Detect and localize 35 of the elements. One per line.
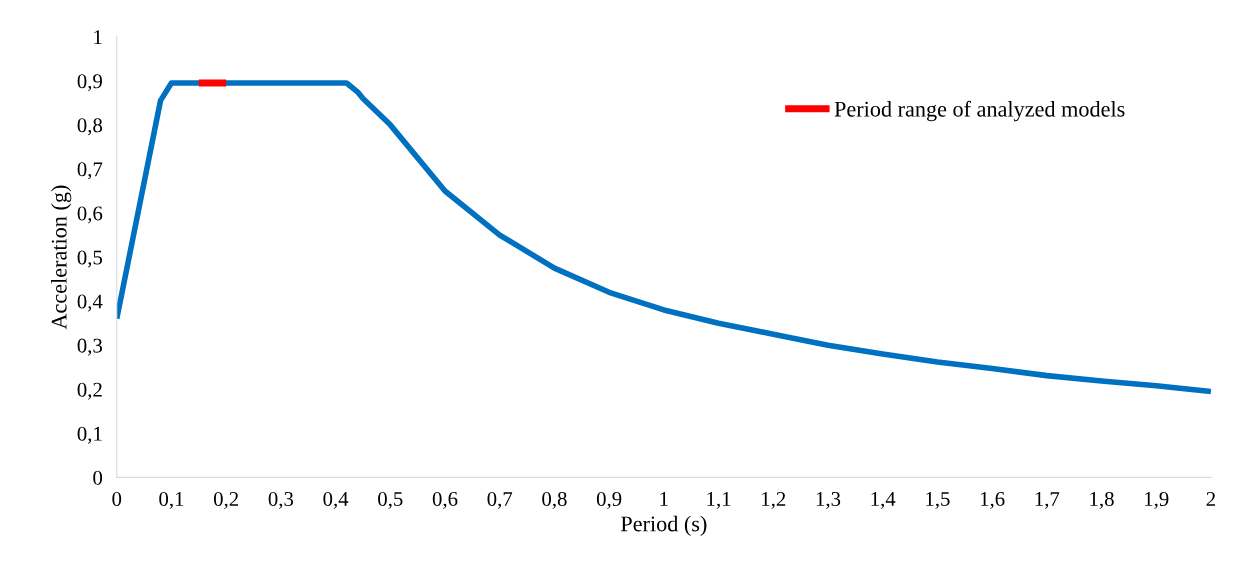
x-tick-label: 0,3 xyxy=(268,491,294,509)
y-tick-label: 0,8 xyxy=(77,118,103,136)
x-tick-label: 0,8 xyxy=(542,491,567,509)
x-tick-label: 1,4 xyxy=(871,492,896,509)
y-tick-label: 0,3 xyxy=(77,338,103,356)
x-tick-label: 0,1 xyxy=(159,491,184,509)
y-tick-label: 0 xyxy=(93,470,103,485)
y-tick-label: 0,1 xyxy=(77,426,102,444)
x-tick-label: 1,6 xyxy=(980,491,1005,509)
x-tick-label: 0,2 xyxy=(213,491,239,509)
y-tick-label: 0,9 xyxy=(77,74,103,92)
x-tick-label: 0,7 xyxy=(487,491,513,509)
x-tick-label: 1 xyxy=(660,492,668,506)
x-tick-label: 1,8 xyxy=(1090,491,1114,509)
y-tick-label: 0,6 xyxy=(77,206,103,224)
x-tick-label: 1,9 xyxy=(1145,491,1169,509)
x-tick-label: 2 xyxy=(1206,491,1216,506)
x-tick-label: 1,7 xyxy=(1035,492,1060,509)
x-axis-title: Period (s) xyxy=(620,515,707,536)
x-tick-label: 1,1 xyxy=(707,492,731,509)
x-tick-label: 0,4 xyxy=(323,491,349,509)
y-tick-label: 0,4 xyxy=(77,294,103,312)
x-tick-label: 0 xyxy=(112,491,122,506)
x-tick-label: 1,2 xyxy=(762,491,786,509)
x-tick-label: 1,3 xyxy=(816,491,841,509)
y-tick-label: 0,2 xyxy=(77,382,102,400)
legend-label: Period range of analyzed models xyxy=(834,100,1125,122)
y-tick-label: 0,5 xyxy=(77,250,103,268)
y-tick-label: 0,7 xyxy=(77,162,103,180)
y-axis-title: Acceleration (g) xyxy=(51,185,72,330)
x-tick-label: 1,5 xyxy=(926,492,950,509)
x-tick-label: 0,5 xyxy=(378,491,403,509)
x-tick-label: 0,6 xyxy=(432,491,458,509)
y-tick-label: 1 xyxy=(94,30,102,44)
x-tick-label: 0,9 xyxy=(596,491,622,509)
